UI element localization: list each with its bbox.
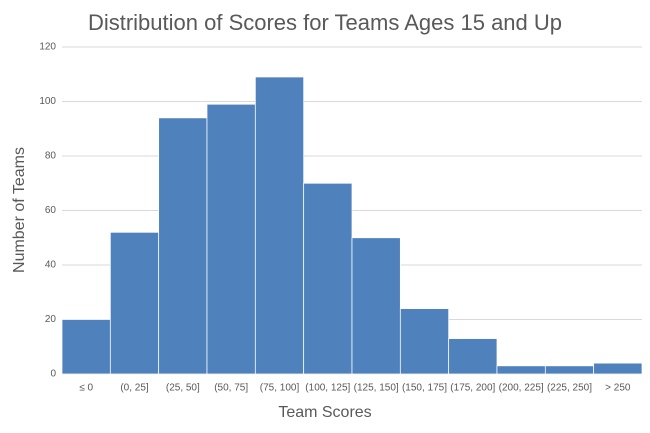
x-tick-label: (175, 200] [450, 383, 495, 394]
y-tick-label: 100 [39, 96, 56, 107]
bar [496, 365, 546, 375]
x-tick-label: (75, 100] [260, 383, 300, 394]
x-tick-label: > 250 [605, 383, 631, 394]
x-tick-label: (225, 250] [547, 383, 592, 394]
y-tick-label: 60 [45, 205, 57, 216]
x-tick-label: (50, 75] [214, 383, 248, 394]
x-tick-label: (125, 150] [354, 383, 399, 394]
bar [61, 319, 111, 375]
x-tick-label: (0, 25] [120, 383, 149, 394]
y-tick-label: 0 [50, 369, 56, 380]
x-tick-label: (100, 125] [305, 383, 350, 394]
bar [351, 237, 401, 375]
y-tick-label: 40 [45, 260, 57, 271]
y-tick-label: 120 [39, 42, 56, 53]
x-tick-label: (25, 50] [166, 383, 200, 394]
bar [448, 338, 498, 375]
x-tick-label: (150, 175] [402, 383, 447, 394]
bar [399, 308, 450, 375]
y-tick-label: 20 [45, 314, 57, 325]
bar [254, 76, 305, 375]
x-axis-label: Team Scores [278, 404, 371, 421]
bar [109, 231, 160, 375]
bar [544, 365, 595, 375]
bar [303, 182, 353, 375]
x-tick-label: (200, 225] [499, 383, 544, 394]
bar [593, 362, 643, 375]
y-tick-label: 80 [45, 151, 57, 162]
bar [206, 103, 256, 375]
chart-title: Distribution of Scores for Teams Ages 15… [88, 10, 562, 35]
x-tick-label: ≤ 0 [79, 383, 93, 394]
y-axis-label: Number of Teams [11, 147, 28, 273]
bar [158, 117, 208, 375]
